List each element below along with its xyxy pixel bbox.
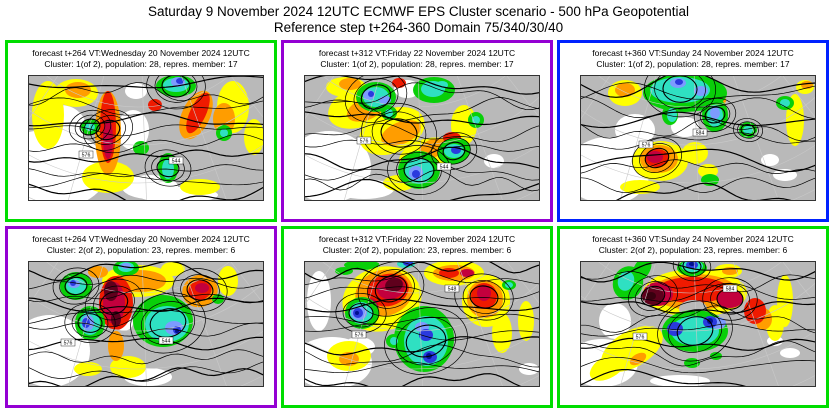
geopotential-map: 548 576: [304, 261, 540, 387]
svg-text:544: 544: [440, 165, 449, 171]
svg-text:576: 576: [64, 341, 73, 347]
contour-label: 576: [351, 330, 367, 339]
figure-subtitle: Reference step t+264-360 Domain 75/340/3…: [273, 20, 564, 35]
svg-text:576: 576: [360, 139, 369, 145]
contour-label: 544: [158, 336, 174, 345]
geopotential-map: 576 544: [28, 261, 264, 387]
contour-label: 576: [632, 332, 648, 341]
panel-grid: forecast t+264 VT:Wednesday 20 November …: [3, 38, 834, 410]
svg-text:576: 576: [636, 335, 645, 341]
geopotential-map: 576 544: [304, 75, 540, 201]
panel-cluster-label: Cluster: 2(of 2), population: 23, repres…: [46, 244, 236, 255]
panel-cluster-label: Cluster: 2(of 2), population: 23, repres…: [322, 244, 512, 255]
contour-label: 584: [692, 128, 708, 137]
svg-text:576: 576: [642, 143, 651, 149]
geopotential-map: 576 584: [580, 75, 816, 201]
panel-cluster2-t360: forecast t+360 VT:Sunday 24 November 202…: [557, 226, 829, 408]
svg-text:584: 584: [726, 287, 735, 293]
panel-cluster-label: Cluster: 2(of 2), population: 23, repres…: [598, 244, 788, 255]
svg-text:544: 544: [162, 339, 171, 345]
contour-label: 584: [722, 284, 738, 293]
svg-text:576: 576: [355, 333, 364, 339]
panel-cluster2-t264: forecast t+264 VT:Wednesday 20 November …: [5, 226, 277, 408]
panel-forecast-label: forecast t+312 VT:Friday 22 November 202…: [318, 234, 516, 244]
panel-cluster-label: Cluster: 1(of 2), population: 28, repres…: [320, 58, 514, 69]
panel-cluster1-t312: forecast t+312 VT:Friday 22 November 202…: [281, 40, 553, 222]
contour-label: 576: [356, 136, 372, 145]
contour-label: 544: [168, 156, 184, 165]
contour-label: 576: [78, 150, 94, 159]
figure-title-block: Saturday 9 November 2024 12UTC ECMWF EPS…: [0, 0, 837, 36]
panel-forecast-label: forecast t+312 VT:Friday 22 November 202…: [318, 48, 516, 58]
panel-forecast-label: forecast t+264 VT:Wednesday 20 November …: [32, 48, 250, 58]
contour-label: 548: [444, 284, 460, 293]
panel-forecast-label: forecast t+360 VT:Sunday 24 November 202…: [592, 48, 794, 58]
panel-cluster-label: Cluster: 1(of 2), population: 28, repres…: [44, 58, 238, 69]
panel-cluster1-t360: forecast t+360 VT:Sunday 24 November 202…: [557, 40, 829, 222]
contour-label: 544: [436, 162, 452, 171]
svg-text:544: 544: [172, 159, 181, 165]
panel-cluster2-t312: forecast t+312 VT:Friday 22 November 202…: [281, 226, 553, 408]
svg-text:576: 576: [82, 153, 91, 159]
geopotential-map: 576 544: [28, 75, 264, 201]
contour-label: 576: [60, 338, 76, 347]
figure-title: Saturday 9 November 2024 12UTC ECMWF EPS…: [147, 4, 689, 19]
panel-cluster-label: Cluster: 1(of 2), population: 28, repres…: [596, 58, 790, 69]
contour-label: 576: [638, 140, 654, 149]
panel-forecast-label: forecast t+360 VT:Sunday 24 November 202…: [592, 234, 794, 244]
panel-cluster1-t264: forecast t+264 VT:Wednesday 20 November …: [5, 40, 277, 222]
geopotential-map: 584 576: [580, 261, 816, 387]
svg-text:584: 584: [696, 131, 705, 137]
svg-text:548: 548: [448, 287, 457, 293]
panel-forecast-label: forecast t+264 VT:Wednesday 20 November …: [32, 234, 250, 244]
